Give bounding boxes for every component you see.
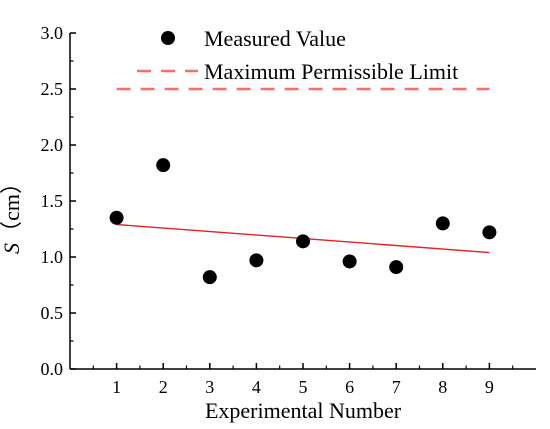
data-point bbox=[109, 210, 124, 225]
y-tick-label: 1.0 bbox=[41, 247, 64, 267]
data-point bbox=[202, 270, 217, 285]
x-ticks: 1 2 3 4 5 6 7 8 9 bbox=[92, 363, 514, 397]
x-tick-label: 3 bbox=[205, 377, 214, 397]
x-tick-label: 2 bbox=[159, 377, 168, 397]
x-axis-title: Experimental Number bbox=[205, 398, 402, 423]
x-tick-label: 5 bbox=[299, 377, 308, 397]
data-point bbox=[389, 260, 404, 275]
data-point bbox=[296, 234, 310, 249]
y-axis-unit: （cm） bbox=[0, 172, 24, 243]
x-tick-label: 6 bbox=[345, 377, 354, 397]
y-tick-label: 2.5 bbox=[41, 79, 64, 99]
data-point bbox=[342, 254, 357, 269]
data-points bbox=[109, 158, 497, 285]
x-tick-label: 1 bbox=[112, 377, 121, 397]
y-tick-label: 0.5 bbox=[41, 303, 64, 323]
data-point bbox=[156, 158, 171, 173]
data-point bbox=[482, 225, 497, 240]
x-tick-label: 8 bbox=[438, 377, 447, 397]
y-tick-label: 1.5 bbox=[41, 191, 64, 211]
legend: Measured Value Maximum Permissible Limit bbox=[137, 26, 458, 84]
legend-label-limit: Maximum Permissible Limit bbox=[204, 59, 458, 84]
y-axis-variable: S bbox=[0, 243, 24, 254]
y-ticks: 0.0 0.5 1.0 1.5 2.0 2.5 3.0 bbox=[41, 23, 76, 379]
y-tick-label: 2.0 bbox=[41, 135, 64, 155]
x-tick-label: 9 bbox=[485, 377, 494, 397]
x-tick-label: 4 bbox=[252, 377, 261, 397]
y-tick-label: 0.0 bbox=[41, 359, 64, 379]
legend-marker-measured bbox=[161, 31, 175, 45]
data-point bbox=[435, 216, 450, 231]
data-point bbox=[249, 253, 264, 268]
legend-label-measured: Measured Value bbox=[204, 26, 346, 51]
y-tick-label: 3.0 bbox=[41, 23, 64, 43]
y-axis-title: S（cm） bbox=[0, 172, 24, 254]
x-tick-label: 7 bbox=[392, 377, 401, 397]
